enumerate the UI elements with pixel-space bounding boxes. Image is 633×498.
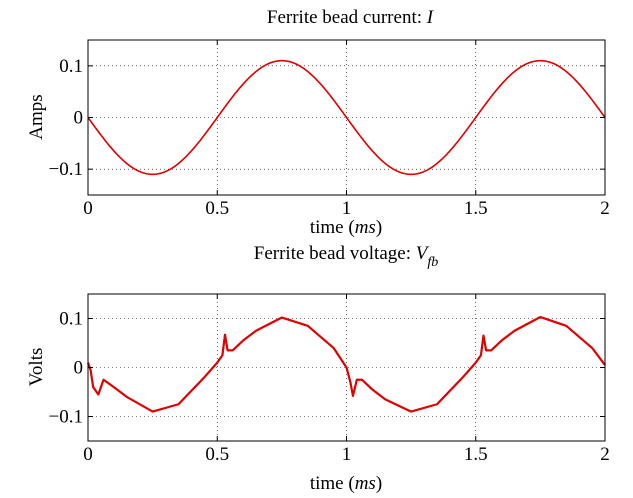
voltage-series-line-0 [86,315,606,413]
current-x-tick-label-2: 1 [342,198,352,219]
current-x-tick-label-1: 0.5 [205,198,229,219]
current-x-tick-label-0: 0 [83,198,93,219]
current-series-line-0 [87,59,606,176]
current-y-tick-label-0: −0.1 [49,159,83,180]
voltage-plot-title: Ferrite bead voltage: Vfb [254,243,438,270]
voltage-x-axis-label: time (ms) [310,473,382,494]
voltage-x-tick-label-3: 1.5 [464,444,488,465]
current-y-tick-label-1: 0 [74,108,84,129]
voltage-y-tick-label-0: −0.1 [49,407,83,428]
voltage-plot: Ferrite bead voltage: Vfb Volts time (ms… [26,243,610,494]
current-x-axis-label: time (ms) [310,217,382,238]
voltage-x-tick-label-4: 2 [600,444,610,465]
voltage-x-tick-label-2: 1 [342,444,352,465]
voltage-y-tick-label-2: 0.1 [59,309,83,330]
voltage-x-tick-label-1: 0.5 [205,444,229,465]
current-x-tick-label-3: 1.5 [464,198,488,219]
voltage-x-tick-label-0: 0 [83,444,93,465]
current-y-axis-label: Amps [26,94,47,139]
voltage-y-tick-label-1: 0 [74,358,84,379]
current-y-tick-label-2: 0.1 [59,56,83,77]
voltage-y-axis-label: Volts [26,348,47,387]
current-plot-title: Ferrite bead current: I [267,7,435,28]
current-x-tick-label-4: 2 [600,198,610,219]
current-plot: Ferrite bead current: I Amps time (ms) 0… [26,7,610,238]
